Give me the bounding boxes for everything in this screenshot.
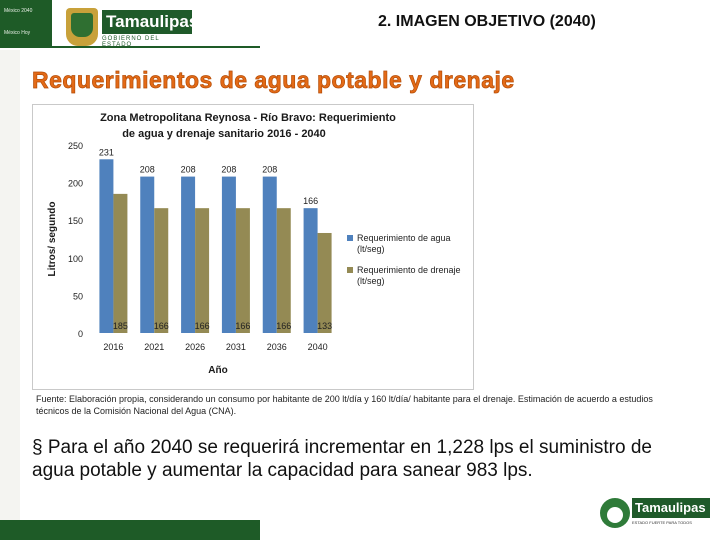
y-tick-label: 100	[68, 254, 83, 264]
y-tick-label: 50	[73, 291, 83, 301]
x-tick-label: 2026	[185, 342, 205, 352]
tamaulipas-logo: Tamaulipas GOBIERNO DEL ESTADO	[66, 8, 198, 48]
coat-of-arms-icon	[66, 8, 98, 46]
y-tick-label: 200	[68, 179, 83, 189]
x-tick-label: 2016	[103, 342, 123, 352]
data-label: 185	[113, 321, 128, 331]
bar-drenaje	[235, 208, 250, 333]
y-tick-label: 0	[78, 329, 83, 339]
bar-agua	[221, 176, 236, 333]
data-label: 208	[181, 165, 196, 175]
bullet-icon: §	[32, 437, 43, 458]
top-divider	[0, 46, 260, 48]
y-tick-label: 150	[68, 216, 83, 226]
chart-panel: Zona Metropolitana Reynosa - Río Bravo: …	[32, 104, 474, 390]
bar-drenaje	[113, 193, 128, 333]
bullet-point: § Para el año 2040 se requerirá incremen…	[32, 436, 682, 482]
bar-drenaje	[195, 208, 210, 333]
data-label: 166	[235, 321, 250, 331]
bar-agua	[262, 176, 277, 333]
main-heading: Requerimientos de agua potable y drenaje	[32, 67, 515, 94]
footer-emblem-icon	[600, 498, 630, 528]
top-left-label-1: México 2040	[4, 8, 33, 14]
data-label: 166	[154, 321, 169, 331]
bar-drenaje	[317, 232, 332, 333]
data-label: 208	[140, 165, 155, 175]
bar-chart: Zona Metropolitana Reynosa - Río Bravo: …	[47, 112, 461, 376]
bar-agua	[303, 208, 318, 333]
bar-agua	[181, 176, 196, 333]
source-note: Fuente: Elaboración propia, considerando…	[36, 394, 653, 416]
y-axis-label: Litros/ segundo	[47, 202, 58, 277]
legend-swatch	[347, 267, 353, 273]
legend-label: Requerimiento de agua (lt/seg)	[357, 233, 451, 254]
data-label: 208	[262, 165, 277, 175]
data-label: 133	[317, 321, 332, 331]
bar-agua	[140, 176, 155, 333]
bar-drenaje	[276, 208, 291, 333]
left-decorative-strip	[0, 0, 20, 540]
x-tick-label: 2031	[226, 342, 246, 352]
logo-name: Tamaulipas	[102, 10, 198, 34]
chart-title-line2: de agua y drenaje sanitario 2016 - 2040	[122, 128, 326, 140]
x-tick-label: 2040	[308, 342, 328, 352]
top-left-label-2: México Hoy	[4, 30, 31, 36]
y-tick-label: 250	[68, 141, 83, 151]
legend-swatch	[347, 235, 353, 241]
data-label: 166	[276, 321, 291, 331]
legend-label: Requerimiento de drenaje (lt/seg)	[357, 265, 461, 286]
bar-agua	[99, 159, 114, 333]
footer-logo: Tamaulipas ESTADO FUERTE PARA TODOS	[600, 496, 712, 532]
data-label: 208	[221, 165, 236, 175]
plot-area: 0 50 100 150 200 250 231 185 2016 208 166 2021 208 16…	[68, 141, 332, 352]
x-axis-label: Año	[208, 365, 227, 376]
logo-subtitle: GOBIERNO DEL ESTADO	[102, 36, 160, 48]
top-left-green-block: México 2040 México Hoy	[0, 0, 52, 46]
bar-drenaje	[154, 208, 169, 333]
x-tick-label: 2036	[267, 342, 287, 352]
chart-title-line1: Zona Metropolitana Reynosa - Río Bravo: …	[100, 112, 396, 124]
legend: Requerimiento de agua (lt/seg) Requerimien…	[347, 233, 461, 286]
footer-logo-subtitle: ESTADO FUERTE PARA TODOS	[632, 520, 692, 525]
slide-title: 2. IMAGEN OBJETIVO (2040)	[378, 13, 596, 30]
bullet-text: Para el año 2040 se requerirá incrementa…	[32, 437, 652, 481]
bottom-green-bar	[0, 520, 260, 540]
footer-logo-name: Tamaulipas	[632, 498, 710, 518]
data-label: 166	[195, 321, 210, 331]
data-label: 231	[99, 147, 114, 157]
x-tick-label: 2021	[144, 342, 164, 352]
data-label: 166	[303, 196, 318, 206]
